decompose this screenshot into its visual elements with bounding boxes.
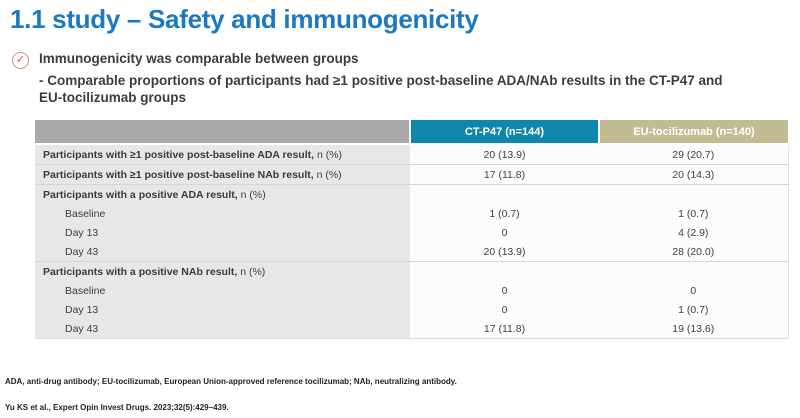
row-label: Baseline [35, 204, 410, 223]
bullet-detail: - Comparable proportions of participants… [39, 73, 723, 105]
table-row: Day 13 0 1 (0.7) [35, 300, 789, 319]
row-label: Day 43 [35, 319, 410, 339]
value-eu: 29 (20.7) [599, 144, 789, 165]
table-row: Day 43 20 (13.9) 28 (20.0) [35, 242, 789, 262]
bullet-block: ✓ Immunogenicity was comparable between … [12, 51, 731, 107]
table-header-empty [35, 120, 411, 145]
immunogenicity-table: CT-P47 (n=144) EU-tocilizumab (n=140) Pa… [35, 120, 789, 339]
table-header-eu-tocilizumab: EU-tocilizumab (n=140) [599, 120, 788, 145]
value-eu: 0 [599, 281, 789, 300]
table-section-row: Participants with a positive NAb result,… [35, 261, 789, 281]
table-row: Baseline 1 (0.7) 1 (0.7) [35, 204, 789, 223]
value-eu: 1 (0.7) [599, 204, 789, 223]
table-row: Baseline 0 0 [35, 281, 789, 300]
value-ctp47: 17 (11.8) [410, 319, 599, 339]
row-label: Baseline [35, 281, 410, 300]
table-row: Participants with ≥1 positive post-basel… [35, 144, 789, 165]
value-eu [599, 261, 789, 281]
value-eu: 1 (0.7) [599, 300, 789, 319]
bullet-text: Immunogenicity was comparable between gr… [39, 51, 731, 107]
table-row: Participants with ≥1 positive post-basel… [35, 164, 789, 185]
table-section-row: Participants with a positive ADA result,… [35, 184, 789, 204]
bullet-heading: Immunogenicity was comparable between gr… [39, 51, 359, 66]
value-ctp47: 0 [410, 223, 599, 242]
row-label: Participants with a positive NAb result,… [35, 261, 410, 281]
value-ctp47: 0 [410, 281, 599, 300]
page-title: 1.1 study – Safety and immunogenicity [10, 4, 479, 34]
value-eu: 28 (20.0) [599, 242, 789, 262]
value-ctp47 [410, 184, 599, 204]
row-label: Day 13 [35, 223, 410, 242]
value-ctp47: 0 [410, 300, 599, 319]
row-label: Day 13 [35, 300, 410, 319]
table-row: Day 13 0 4 (2.9) [35, 223, 789, 242]
value-eu [599, 184, 789, 204]
value-eu: 19 (13.6) [599, 319, 789, 339]
row-label: Participants with a positive ADA result,… [35, 184, 410, 204]
table-header-ctp47: CT-P47 (n=144) [410, 120, 600, 145]
value-ctp47: 20 (13.9) [410, 242, 599, 262]
row-label: Day 43 [35, 242, 410, 262]
abbreviations-footnote: ADA, anti-drug antibody; EU-tocilizumab,… [5, 377, 457, 386]
row-label: Participants with ≥1 positive post-basel… [35, 164, 410, 185]
table-row: Day 43 17 (11.8) 19 (13.6) [35, 319, 789, 339]
value-ctp47: 17 (11.8) [410, 164, 599, 185]
value-ctp47: 20 (13.9) [410, 144, 599, 165]
value-eu: 20 (14.3) [599, 164, 789, 185]
check-circle-icon: ✓ [12, 52, 29, 69]
reference-citation: Yu KS et al., Expert Opin Invest Drugs. … [5, 403, 229, 412]
table-header-row: CT-P47 (n=144) EU-tocilizumab (n=140) [35, 120, 788, 145]
results-table-container: CT-P47 (n=144) EU-tocilizumab (n=140) Pa… [35, 120, 789, 339]
value-ctp47 [410, 261, 599, 281]
row-label: Participants with ≥1 positive post-basel… [35, 144, 410, 165]
value-ctp47: 1 (0.7) [410, 204, 599, 223]
value-eu: 4 (2.9) [599, 223, 789, 242]
